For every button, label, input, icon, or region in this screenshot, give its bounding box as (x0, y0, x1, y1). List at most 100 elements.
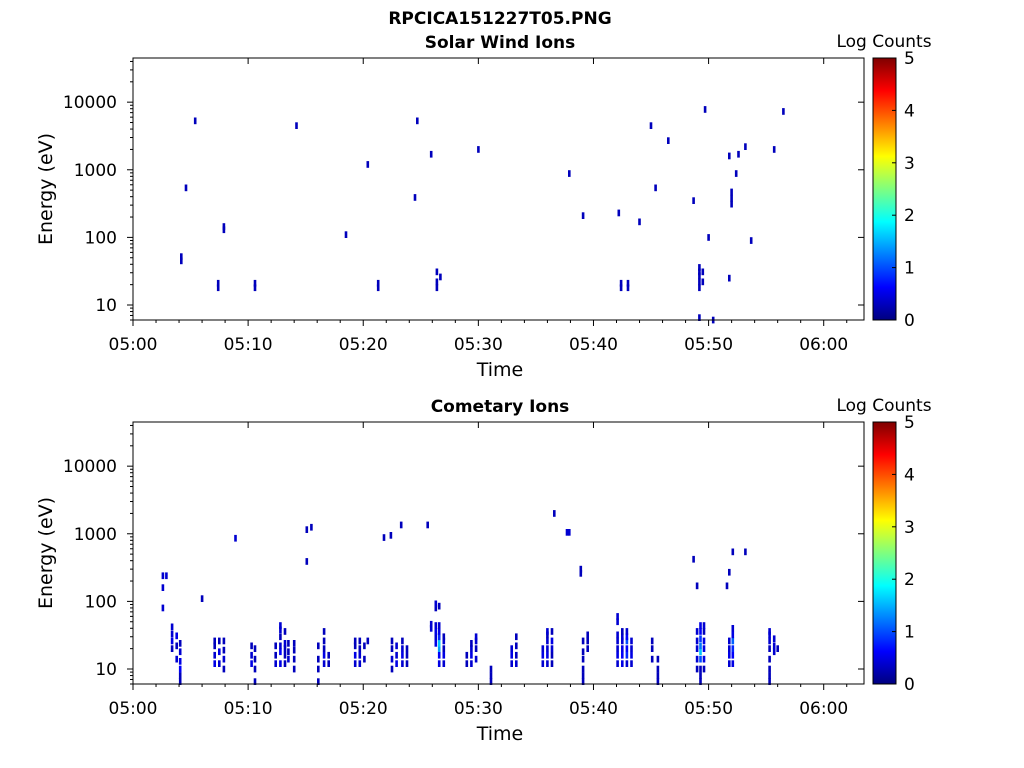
cometary-data-cell (546, 628, 549, 635)
cometary-x-tick-label: 05:00 (109, 699, 158, 719)
solar-wind-x-tick-label: 05:40 (569, 335, 618, 355)
cometary-data-cell (768, 637, 771, 645)
cometary-data-cell (650, 655, 654, 663)
cometary-data-cell (510, 651, 513, 659)
cometary-data-cell (434, 640, 438, 647)
cometary-y-tick-label: 100 (85, 592, 117, 612)
cometary-data-cell (442, 660, 446, 667)
cometary-data-cell (581, 672, 585, 679)
cometary-data-cell (768, 678, 771, 685)
cometary-data-cell (621, 645, 624, 652)
cometary-x-tick-label: 05:40 (569, 699, 618, 719)
cometary-data-cell (222, 655, 226, 663)
cometary-data-cell (292, 640, 296, 647)
cometary-data-cell (253, 665, 257, 673)
solar-wind-data-point (216, 279, 220, 287)
cometary-data-cell (510, 645, 513, 652)
cometary-data-cell (470, 640, 473, 647)
cometary-data-cell (390, 645, 394, 652)
cometary-data-cell (218, 660, 221, 667)
cometary-xlabel: Time (476, 723, 524, 745)
solar-wind-data-point (376, 284, 380, 292)
solar-wind-colorbar-tick-label: 5 (904, 49, 915, 69)
cometary-data-cell (621, 660, 624, 667)
cometary-data-cell (630, 637, 633, 645)
solar-wind-data-point (366, 161, 370, 168)
cometary-x-tick-label: 05:50 (684, 699, 733, 719)
cometary-data-cell (292, 655, 296, 663)
cometary-data-cell (568, 529, 571, 536)
cometary-data-cell (515, 651, 518, 659)
cometary-data-cell (178, 658, 182, 665)
cometary-data-cell (541, 645, 545, 652)
cometary-data-cell (699, 672, 702, 679)
solar-wind-data-point (180, 253, 183, 260)
cometary-data-cell (434, 628, 438, 635)
cometary-data-cell (437, 633, 441, 641)
solar-wind-colorbar-tick-label: 3 (904, 154, 915, 174)
cometary-data-cell (395, 660, 398, 667)
solar-wind-data-point (295, 122, 298, 129)
solar-wind-y-tick-label: 1000 (74, 161, 117, 181)
cometary-data-cell (474, 637, 478, 645)
cometary-data-cell (382, 534, 386, 541)
cometary-data-cell (175, 655, 178, 663)
cometary-data-cell (772, 648, 776, 656)
cometary-data-cell (621, 637, 624, 645)
cometary-data-cell (442, 645, 446, 652)
cometary-data-cell (565, 529, 569, 536)
cometary-data-cell (279, 660, 282, 667)
cometary-data-cell (250, 660, 253, 667)
cometary-data-cell (515, 642, 518, 650)
cometary-data-cell (630, 651, 633, 659)
cometary-data-cell (616, 637, 619, 645)
cometary-data-cell (768, 645, 771, 652)
solar-wind-data-point (730, 188, 733, 196)
cometary-x-tick-label: 05:30 (454, 699, 503, 719)
cometary-data-cell (327, 660, 330, 667)
solar-wind-data-point (222, 223, 226, 230)
cometary-data-cell (702, 628, 706, 635)
cometary-colorbar-tick-label: 0 (904, 675, 915, 695)
cometary-data-cell (546, 637, 549, 645)
cometary-data-cell (616, 651, 619, 659)
cometary-data-cell (426, 521, 429, 529)
cometary-data-cell (401, 660, 404, 667)
cometary-data-cell (768, 672, 771, 679)
solar-wind-data-point (581, 212, 585, 219)
cometary-data-cell (322, 645, 326, 652)
cometary-data-cell (161, 572, 165, 580)
cometary-data-cell (699, 628, 702, 635)
cometary-data-cell (470, 651, 473, 659)
cometary-y-tick-label: 10 (95, 660, 117, 680)
solar-wind-colorbar-tick-label: 1 (904, 259, 915, 279)
solar-wind-data-point (193, 117, 197, 125)
cometary-data-cell (699, 655, 702, 663)
solar-wind-data-point (703, 106, 707, 113)
solar-wind-data-point (772, 146, 776, 153)
cometary-data-cell (283, 645, 287, 652)
solar-wind-data-point (730, 194, 733, 202)
solar-wind-x-tick-label: 05:20 (339, 335, 388, 355)
cometary-data-cell (728, 660, 731, 667)
cometary-data-cell (728, 568, 731, 576)
solar-wind-colorbar: 0 1 2 3 4 5 (872, 49, 915, 331)
cometary-data-cell (699, 665, 702, 673)
cometary-colorbar-tick-label: 4 (904, 465, 915, 485)
cometary-plot-frame (132, 421, 865, 685)
cometary-data-cell (772, 642, 776, 650)
solar-wind-data-point (701, 278, 705, 286)
solar-wind-data-point (568, 170, 571, 177)
cometary-data-cell (395, 651, 398, 659)
cometary-data-cell (768, 655, 771, 663)
cometary-data-cell (616, 631, 619, 639)
solar-wind-data-point (344, 231, 348, 238)
solar-wind-colorbar-label: Log Counts (836, 32, 931, 52)
cometary-y-tick-label: 1000 (74, 525, 117, 545)
cometary-data-cell (213, 637, 216, 645)
solar-wind-data-point (435, 278, 439, 286)
cometary-data-cell (581, 678, 585, 685)
cometary-data-cell (401, 637, 404, 645)
solar-wind-x-axis: 05:00 05:10 05:20 05:30 05:40 05:50 06:00 (109, 58, 848, 355)
cometary-data-cell (768, 665, 771, 673)
